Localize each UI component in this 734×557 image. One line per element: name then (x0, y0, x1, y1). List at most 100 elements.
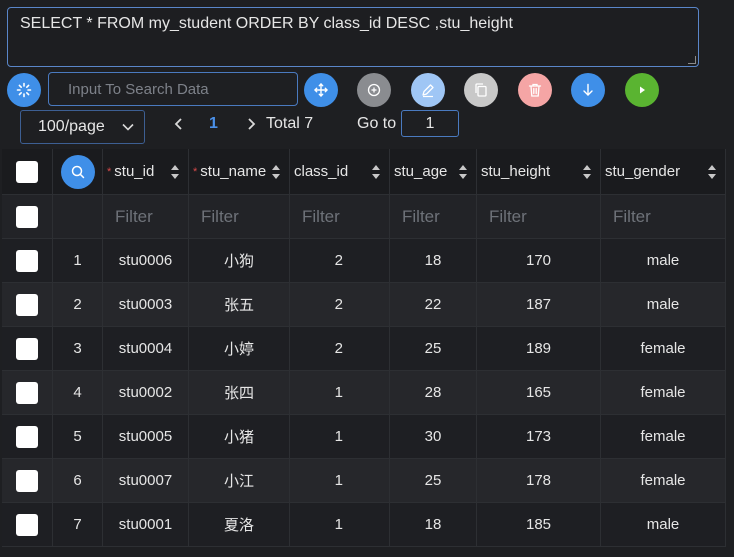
cell-class-id[interactable]: 2 (290, 239, 390, 282)
row-index[interactable]: 6 (53, 459, 103, 502)
cell-stu-name[interactable]: 夏洛 (189, 503, 290, 546)
cell-stu-gender[interactable]: male (601, 239, 726, 282)
cell-class-id[interactable]: 2 (290, 327, 390, 370)
cell-stu-id[interactable]: stu0003 (103, 283, 189, 326)
column-header-stu-gender[interactable]: stu_gender (601, 149, 726, 194)
row-checkbox[interactable] (16, 337, 38, 360)
row-checkbox[interactable] (16, 293, 38, 316)
cell-stu-age[interactable]: 30 (390, 415, 477, 458)
cell-stu-name[interactable]: 张四 (189, 371, 290, 414)
prev-page-icon[interactable] (172, 115, 186, 133)
cell-stu-id[interactable]: stu0006 (103, 239, 189, 282)
filter-stu-age[interactable]: Filter (390, 195, 477, 238)
cell-stu-height[interactable]: 165 (477, 371, 601, 414)
cell-stu-id[interactable]: stu0007 (103, 459, 189, 502)
move-button[interactable] (304, 73, 338, 107)
filter-row-checkbox[interactable] (16, 205, 38, 228)
goto-page-input[interactable] (401, 110, 459, 137)
cell-stu-age[interactable]: 25 (390, 459, 477, 502)
sql-query-editor[interactable]: SELECT * FROM my_student ORDER BY class_… (7, 7, 699, 67)
sort-icon[interactable] (582, 164, 592, 180)
row-index[interactable]: 7 (53, 503, 103, 546)
cell-stu-age[interactable]: 25 (390, 327, 477, 370)
run-button[interactable] (625, 73, 659, 107)
cell-stu-gender[interactable]: female (601, 459, 726, 502)
delete-button[interactable] (518, 73, 552, 107)
filter-stu-gender[interactable]: Filter (601, 195, 726, 238)
cell-class-id[interactable]: 1 (290, 415, 390, 458)
row-index[interactable]: 2 (53, 283, 103, 326)
cell-stu-height[interactable]: 173 (477, 415, 601, 458)
cell-class-id[interactable]: 1 (290, 371, 390, 414)
add-button[interactable] (357, 73, 391, 107)
cell-stu-id[interactable]: stu0001 (103, 503, 189, 546)
download-button[interactable] (571, 73, 605, 107)
table-row[interactable]: 1 stu0006 小狗 2 18 170 male (2, 239, 726, 283)
column-header-stu-name[interactable]: * stu_name (189, 149, 290, 194)
cell-stu-height[interactable]: 170 (477, 239, 601, 282)
row-index[interactable]: 5 (53, 415, 103, 458)
row-index[interactable]: 4 (53, 371, 103, 414)
table-row[interactable]: 7 stu0001 夏洛 1 18 185 male (2, 503, 726, 547)
select-all-checkbox[interactable] (16, 160, 38, 183)
row-index[interactable]: 1 (53, 239, 103, 282)
cell-stu-height[interactable]: 178 (477, 459, 601, 502)
cell-stu-id[interactable]: stu0004 (103, 327, 189, 370)
cell-stu-gender[interactable]: male (601, 283, 726, 326)
cell-stu-name[interactable]: 小江 (189, 459, 290, 502)
row-checkbox[interactable] (16, 381, 38, 404)
edit-button[interactable] (411, 73, 445, 107)
cell-stu-age[interactable]: 28 (390, 371, 477, 414)
sort-icon[interactable] (271, 164, 281, 180)
sort-icon[interactable] (707, 164, 717, 180)
filter-stu-height[interactable]: Filter (477, 195, 601, 238)
column-header-stu-id[interactable]: * stu_id (103, 149, 189, 194)
row-checkbox[interactable] (16, 425, 38, 448)
cell-stu-gender[interactable]: female (601, 415, 726, 458)
table-row[interactable]: 2 stu0003 张五 2 22 187 male (2, 283, 726, 327)
sort-icon[interactable] (170, 164, 180, 180)
cell-stu-age[interactable]: 18 (390, 503, 477, 546)
column-header-stu-age[interactable]: stu_age (390, 149, 477, 194)
table-row[interactable]: 5 stu0005 小猪 1 30 173 female (2, 415, 726, 459)
cell-stu-id[interactable]: stu0002 (103, 371, 189, 414)
table-row[interactable]: 6 stu0007 小江 1 25 178 female (2, 459, 726, 503)
current-page-number[interactable]: 1 (209, 115, 218, 132)
page-size-select[interactable]: 100/page (20, 110, 145, 144)
row-checkbox[interactable] (16, 249, 38, 272)
search-input[interactable] (48, 72, 298, 106)
cell-stu-age[interactable]: 18 (390, 239, 477, 282)
table-row[interactable]: 3 stu0004 小婷 2 25 189 female (2, 327, 726, 371)
filter-class-id[interactable]: Filter (290, 195, 390, 238)
resize-handle[interactable] (688, 56, 696, 64)
column-header-stu-height[interactable]: stu_height (477, 149, 601, 194)
sort-icon[interactable] (458, 164, 468, 180)
cell-class-id[interactable]: 2 (290, 283, 390, 326)
next-page-icon[interactable] (244, 115, 258, 133)
cell-stu-name[interactable]: 小猪 (189, 415, 290, 458)
cell-stu-name[interactable]: 张五 (189, 283, 290, 326)
row-checkbox[interactable] (16, 469, 38, 492)
filter-stu-id[interactable]: Filter (103, 195, 189, 238)
table-search-button[interactable] (60, 154, 95, 189)
cell-stu-name[interactable]: 小婷 (189, 327, 290, 370)
sort-icon[interactable] (371, 164, 381, 180)
cell-stu-name[interactable]: 小狗 (189, 239, 290, 282)
copy-button[interactable] (464, 73, 498, 107)
table-row[interactable]: 4 stu0002 张四 1 28 165 female (2, 371, 726, 415)
filter-stu-name[interactable]: Filter (189, 195, 290, 238)
cell-class-id[interactable]: 1 (290, 459, 390, 502)
cell-stu-height[interactable]: 189 (477, 327, 601, 370)
cell-stu-gender[interactable]: female (601, 327, 726, 370)
cell-stu-height[interactable]: 185 (477, 503, 601, 546)
column-header-class-id[interactable]: class_id (290, 149, 390, 194)
row-checkbox[interactable] (16, 513, 38, 536)
cell-stu-gender[interactable]: male (601, 503, 726, 546)
cell-stu-id[interactable]: stu0005 (103, 415, 189, 458)
loading-button[interactable] (7, 73, 41, 107)
cell-stu-age[interactable]: 22 (390, 283, 477, 326)
row-index[interactable]: 3 (53, 327, 103, 370)
cell-class-id[interactable]: 1 (290, 503, 390, 546)
cell-stu-gender[interactable]: female (601, 371, 726, 414)
cell-stu-height[interactable]: 187 (477, 283, 601, 326)
